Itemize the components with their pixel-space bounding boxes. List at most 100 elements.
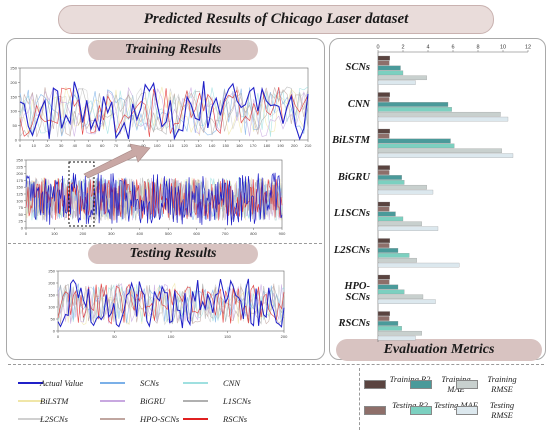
x-tick-label: 100: [168, 334, 175, 339]
results-panel: [6, 38, 325, 360]
y-tick-label: 150: [16, 185, 23, 190]
y-tick-label: 75: [19, 205, 24, 210]
x-tick-label: 10: [500, 45, 506, 51]
category-label: BiLSTM: [332, 135, 370, 146]
series-line-hposcns: [19, 85, 309, 138]
x-tick-label: 0: [57, 334, 60, 339]
legend-swatch-l1scns: [183, 400, 208, 402]
legend-swatch-rscns: [183, 418, 208, 420]
x-tick-label: 800: [250, 231, 257, 236]
bar-SCNs-training-mae: [377, 65, 401, 71]
bar-L2SCNs-training-rmse: [377, 257, 417, 263]
bar-BiLSTM-testing-rmse: [377, 153, 514, 158]
legend-swatch-training_r2: [364, 380, 386, 389]
evaluation-bar-chart: 0 2 4 6 8 10 12: [376, 45, 531, 342]
y-tick-label: 200: [48, 281, 55, 286]
y-tick-label: 100: [16, 198, 23, 203]
y-tick-label: 50: [19, 212, 24, 217]
bar-RSCNs-testing-mae: [377, 326, 402, 331]
y-tick-label: 150: [48, 293, 55, 298]
legend-swatch-scns: [100, 382, 125, 384]
bar-HPO-SCNs-testing-rmse: [377, 299, 436, 304]
legend-swatch-bigru: [100, 400, 125, 402]
x-tick-label: 4: [426, 45, 429, 51]
legend-label-training_mae: Training MAE: [441, 374, 471, 394]
series-line-hposcns: [57, 283, 285, 325]
y-tick-label: 100: [10, 109, 17, 114]
x-tick-label: 200: [291, 143, 298, 148]
legend-label-bigru: BiGRU: [140, 396, 166, 406]
legend-label-cnn: CNN: [223, 378, 241, 388]
bar-BiLSTM-training-mae: [377, 138, 451, 144]
bar-SCNs-testing-r2: [377, 60, 390, 66]
legend-swatch-actual: [18, 382, 43, 384]
legend-label-testing_mae: Testing MAE: [434, 400, 478, 410]
x-tick-label: 70: [114, 143, 119, 148]
x-tick-label: 90: [141, 143, 146, 148]
legend-swatch-cnn: [183, 382, 208, 384]
y-tick-label: 25: [19, 219, 24, 224]
bar-L2SCNs-testing-rmse: [377, 262, 460, 268]
bar-SCNs-training-r2: [377, 55, 390, 61]
x-tick-label: 0: [376, 45, 379, 51]
bar-BiGRU-testing-r2: [377, 170, 390, 175]
bar-RSCNs-training-r2: [377, 311, 390, 316]
series-line-l1scns: [57, 282, 285, 325]
x-tick-label: 190: [277, 143, 284, 148]
x-tick-label: 210: [305, 143, 312, 148]
series-line-l1scns: [19, 86, 309, 138]
y-tick-label: 150: [10, 94, 17, 99]
legend-label-training_rmse: Training RMSE: [487, 374, 517, 394]
bar-BiGRU-training-mae: [377, 175, 402, 180]
y-tick-label: 125: [16, 192, 23, 197]
x-tick-label: 160: [236, 143, 243, 148]
bar-BiGRU-training-r2: [377, 165, 390, 170]
bar-HPO-SCNs-testing-r2: [377, 279, 390, 285]
bar-L1SCNs-testing-mae: [377, 216, 404, 222]
y-tick-label: 250: [10, 66, 17, 71]
bar-CNN-testing-mae: [377, 107, 452, 112]
bar-HPO-SCNs-testing-mae: [377, 289, 405, 295]
bar-CNN-testing-r2: [377, 97, 390, 102]
bar-BiLSTM-training-rmse: [377, 148, 502, 154]
series-line-rscns: [57, 283, 285, 325]
legend-swatch-l2scns: [18, 418, 43, 420]
x-tick-label: 140: [209, 143, 216, 148]
x-tick-label: 200: [281, 334, 288, 339]
bar-BiGRU-training-rmse: [377, 184, 427, 190]
category-label: L2SCNs: [333, 244, 370, 256]
legend-label-rscns: RSCNs: [223, 414, 248, 424]
y-tick-label: 50: [51, 317, 56, 322]
category-label: CNN: [347, 98, 370, 110]
bar-L2SCNs-testing-r2: [377, 243, 390, 248]
x-tick-label: 2: [401, 45, 404, 51]
y-tick-label: 0: [21, 226, 24, 231]
category-label: SCNs: [345, 62, 370, 73]
bar-L2SCNs-testing-mae: [377, 253, 410, 258]
bar-CNN-training-rmse: [377, 111, 501, 117]
bar-RSCNs-training-rmse: [377, 330, 422, 336]
y-tick-label: 250: [48, 269, 55, 274]
legend-label-training_r2: Training R2: [389, 374, 431, 384]
x-tick-label: 20: [45, 143, 50, 148]
testing-results-title: Testing Results: [88, 244, 258, 264]
y-tick-label: 200: [10, 80, 17, 85]
legend-swatch-testing_mae: [410, 406, 432, 415]
bar-L1SCNs-training-mae: [377, 211, 396, 217]
bar-CNN-training-r2: [377, 92, 390, 97]
x-tick-label: 120: [181, 143, 188, 148]
legend-label-l2scns: L2SCNs: [40, 414, 68, 424]
y-tick-label: 0: [15, 138, 18, 143]
x-tick-label: 60: [100, 143, 105, 148]
bar-RSCNs-training-mae: [377, 321, 399, 326]
x-tick-label: 80: [127, 143, 132, 148]
x-tick-label: 900: [279, 231, 286, 236]
x-tick-label: 700: [222, 231, 229, 236]
x-tick-label: 10: [31, 143, 36, 148]
training-results-title: Training Results: [88, 40, 258, 60]
x-tick-label: 0: [19, 143, 22, 148]
x-tick-label: 6: [451, 45, 454, 51]
legend-separator: [359, 368, 360, 430]
page-title: Predicted Results of Chicago Laser datas…: [58, 5, 494, 34]
